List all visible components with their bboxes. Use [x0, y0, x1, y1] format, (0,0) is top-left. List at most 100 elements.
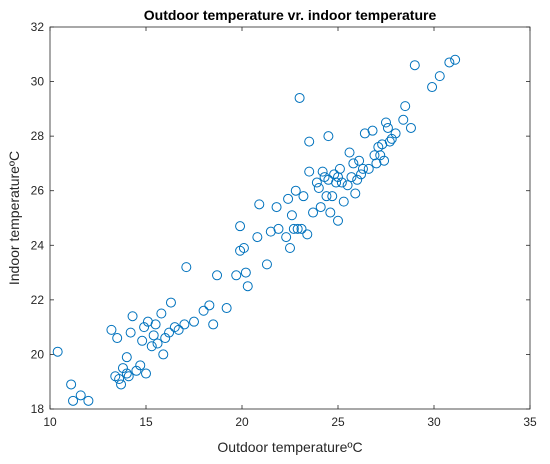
data-point — [363, 163, 374, 174]
data-point — [208, 319, 219, 330]
data-point — [83, 395, 94, 406]
data-point — [156, 308, 167, 319]
data-point — [150, 319, 161, 330]
y-tick-label: 28 — [31, 129, 45, 143]
data-point — [173, 324, 184, 335]
data-point — [327, 191, 338, 202]
data-point — [281, 232, 292, 243]
data-point — [75, 390, 86, 401]
y-tick-label: 22 — [31, 293, 45, 307]
x-axis-label: Outdoor temperatureºC — [217, 439, 362, 455]
data-point — [158, 349, 169, 360]
data-point — [131, 365, 142, 376]
data-point — [444, 57, 455, 68]
data-point — [116, 379, 127, 390]
data-point — [164, 327, 175, 338]
data-point — [346, 172, 357, 183]
data-point — [315, 202, 326, 213]
data-point — [165, 297, 176, 308]
data-point — [334, 163, 345, 174]
y-tick-label: 24 — [31, 238, 45, 252]
x-tick-label: 35 — [523, 415, 537, 429]
data-point — [356, 169, 367, 180]
data-point — [409, 60, 420, 71]
data-point — [377, 139, 388, 150]
data-point — [321, 191, 332, 202]
data-point — [405, 122, 416, 133]
data-point — [450, 54, 461, 65]
data-point — [308, 207, 319, 218]
data-point — [123, 371, 134, 382]
x-tick-label: 20 — [235, 415, 249, 429]
data-point — [348, 158, 359, 169]
data-point — [390, 128, 401, 139]
data-point — [238, 243, 249, 254]
data-point — [189, 316, 199, 327]
data-point — [137, 335, 148, 346]
data-point — [294, 92, 305, 103]
data-point — [375, 150, 386, 161]
data-point — [384, 136, 395, 147]
data-point — [317, 166, 328, 177]
data-point — [379, 155, 390, 166]
data-point — [125, 327, 136, 338]
data-point — [252, 232, 263, 243]
data-point — [336, 177, 347, 188]
data-point — [296, 223, 307, 234]
data-point — [271, 202, 282, 213]
data-point — [204, 300, 215, 311]
data-point — [298, 191, 309, 202]
data-point — [121, 368, 132, 379]
data-point — [354, 155, 365, 166]
data-point — [106, 324, 117, 335]
data-point — [265, 226, 276, 237]
data-point — [68, 395, 79, 406]
data-point — [357, 163, 368, 174]
data-point — [179, 319, 190, 330]
data-point — [369, 150, 380, 161]
y-tick-label: 26 — [31, 184, 45, 198]
y-tick-label: 20 — [31, 347, 45, 361]
tick-labels: 10 15 20 25 30 35 18 20 22 24 26 28 30 32 — [31, 20, 537, 429]
data-point — [121, 352, 132, 363]
data-point — [311, 177, 322, 188]
data-point — [148, 330, 159, 341]
y-tick-label: 32 — [31, 20, 45, 34]
data-point — [240, 267, 251, 278]
data-point — [333, 172, 343, 183]
x-tick-label: 10 — [43, 415, 57, 429]
data-point — [212, 270, 223, 281]
data-point — [286, 210, 297, 221]
data-point — [371, 158, 382, 169]
data-point — [261, 259, 272, 270]
data-point — [288, 223, 299, 234]
data-point — [367, 125, 378, 136]
data-point — [313, 182, 324, 193]
data-point — [333, 215, 343, 226]
x-tick-label: 15 — [139, 415, 153, 429]
data-point — [146, 341, 157, 352]
data-point — [117, 363, 128, 374]
data-point — [352, 174, 363, 185]
data-point — [66, 379, 77, 390]
data-point — [398, 114, 409, 125]
data-point — [235, 221, 246, 232]
data-point — [273, 223, 284, 234]
data-point — [427, 82, 438, 93]
data-point — [254, 199, 265, 210]
data-point — [302, 229, 313, 240]
y-tick-label: 30 — [31, 75, 45, 89]
data-point — [359, 128, 370, 139]
plot-axes — [49, 26, 531, 410]
y-axis-label: Indoor temperatureºC — [6, 151, 22, 285]
data-point — [290, 185, 301, 196]
data-point — [127, 311, 138, 322]
data-point — [139, 322, 150, 333]
data-point — [160, 333, 171, 344]
data-point — [323, 174, 334, 185]
data-point — [285, 243, 295, 254]
data-point — [386, 133, 397, 144]
x-tick-label: 25 — [331, 415, 345, 429]
data-point — [52, 346, 63, 357]
